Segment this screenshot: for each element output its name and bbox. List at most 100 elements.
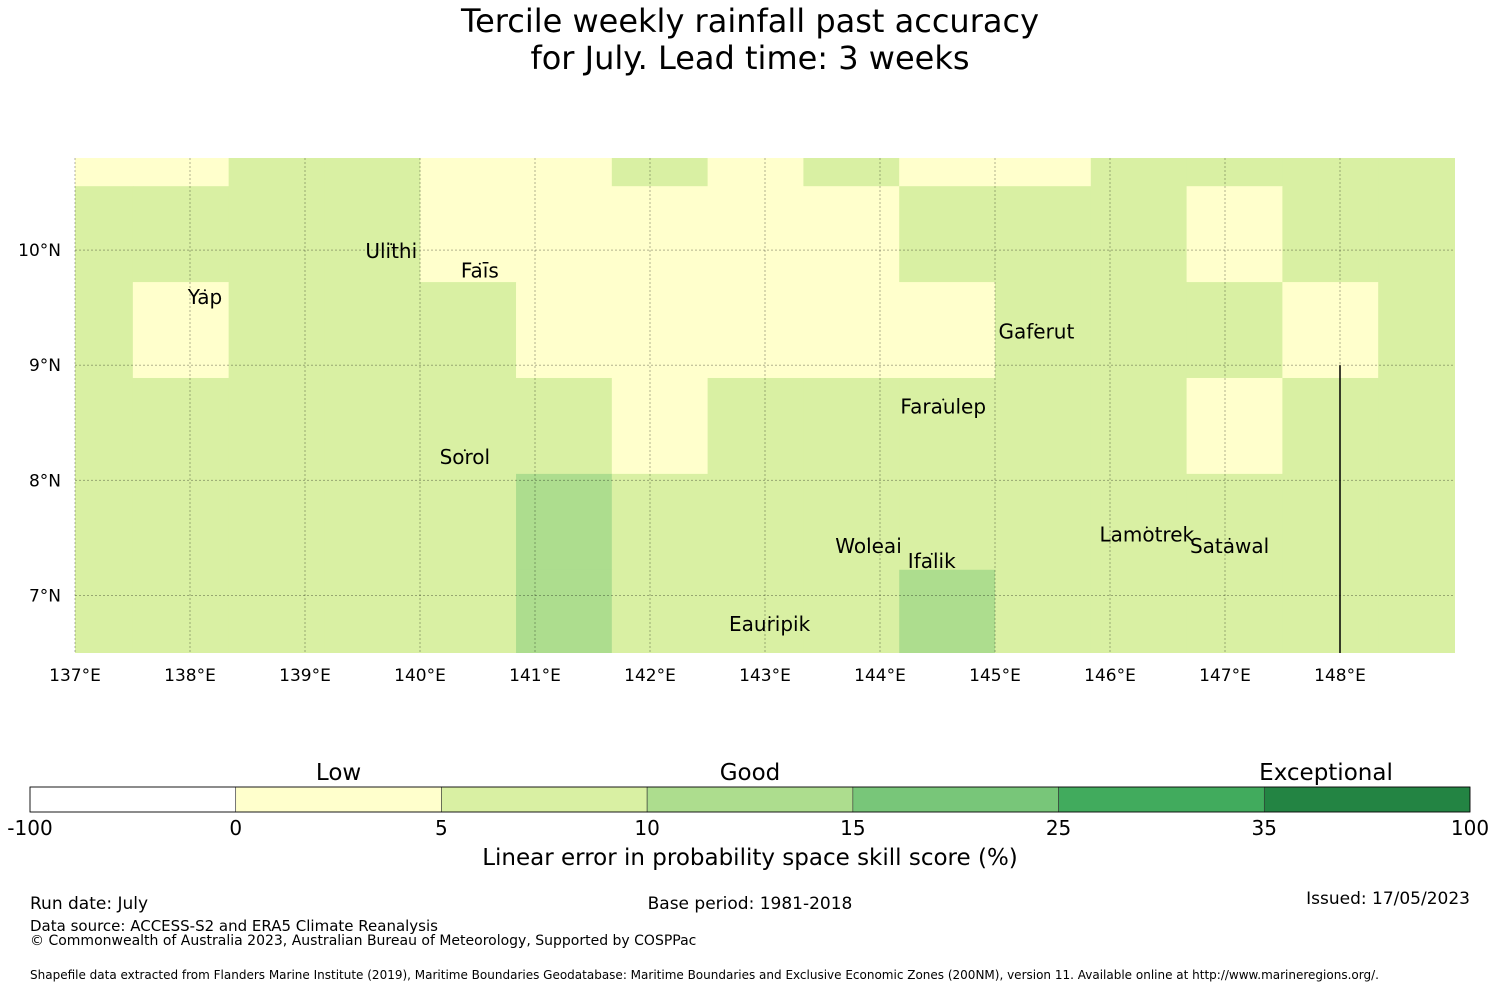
grid-cell xyxy=(324,377,421,475)
colorbar-swatch xyxy=(852,786,1059,813)
colorbar-tick-label: -100 xyxy=(7,816,53,840)
grid-cell xyxy=(1378,377,1455,475)
grid-cell xyxy=(75,569,134,653)
chart-title-line-1: Tercile weekly rainfall past accuracy xyxy=(460,2,1039,40)
island-marker xyxy=(942,398,945,401)
grid-cell xyxy=(1282,158,1379,187)
x-tick-label: 143°E xyxy=(739,666,791,686)
base-period: Base period: 1981-2018 xyxy=(647,894,853,914)
grid-cell xyxy=(899,377,996,475)
grid-cell xyxy=(611,377,709,475)
colorbar-category-label: Low xyxy=(315,760,362,786)
colorbar-category-label: Good xyxy=(719,760,781,786)
issued-date: Issued: 17/05/2023 xyxy=(1306,889,1470,909)
grid-cell xyxy=(995,186,1092,283)
colorbar-swatch xyxy=(1263,786,1471,813)
y-tick-label: 9°N xyxy=(29,356,61,376)
grid-cell xyxy=(899,282,996,379)
grid-cell xyxy=(1474,186,1500,282)
grid-cell xyxy=(132,377,230,475)
x-tick-label: 138°E xyxy=(164,666,216,686)
place-labels: Ulithi Faīs Yap Gaferut Faraulep Sorol WoleaiI… xyxy=(187,239,1269,636)
colorbar xyxy=(29,786,1471,813)
grid-cell xyxy=(324,186,421,283)
island-marker xyxy=(463,449,466,452)
place-label: Yap xyxy=(187,285,222,309)
colorbar-tick-label: 100 xyxy=(1450,816,1490,840)
grid-cell xyxy=(899,158,996,187)
grid-cell xyxy=(1282,186,1379,283)
grid-cell xyxy=(516,186,613,283)
grid-cell xyxy=(995,473,1092,571)
colorbar-tick-label: 15 xyxy=(840,816,866,840)
grid-cell xyxy=(995,569,1092,653)
chart-title-line-2: for July. Lead time: 3 weeks xyxy=(530,39,970,77)
copyright: © Commonwealth of Australia 2023, Austra… xyxy=(30,933,697,949)
x-tick-label: 145°E xyxy=(969,666,1021,686)
grid-cell xyxy=(707,377,804,475)
grid-cell xyxy=(1474,282,1500,378)
data-source: Data source: ACCESS-S2 and ERA5 Climate … xyxy=(30,917,438,935)
grid-cell xyxy=(1186,473,1283,571)
grid-cell xyxy=(1186,282,1283,379)
y-tick-label: 8°N xyxy=(29,471,61,491)
grid-cell xyxy=(611,158,709,187)
grid-cell xyxy=(420,158,517,187)
grid-cell xyxy=(1474,378,1500,474)
place-label: Ulithi xyxy=(365,239,417,263)
latitude-tick-labels: 10°N 9°N 8°N 7°N xyxy=(18,241,61,606)
place-label: Gaferut xyxy=(998,320,1074,344)
y-tick-label: 10°N xyxy=(18,241,61,261)
grid-cell xyxy=(1282,377,1379,475)
island-marker xyxy=(867,537,870,540)
grid-cell xyxy=(132,282,230,379)
place-label: Eauripik xyxy=(729,612,811,636)
colorbar-tick-label: 10 xyxy=(634,816,660,840)
grid-cell xyxy=(228,158,325,187)
colorbar-title: Linear error in probability space skill … xyxy=(482,845,1018,871)
grid-cell xyxy=(707,282,804,379)
colorbar-tick-label: 25 xyxy=(1045,816,1072,840)
colorbar-swatch xyxy=(1058,786,1265,813)
place-label: Ifalik xyxy=(908,549,956,573)
grid-cell xyxy=(1282,473,1379,571)
grid-cell xyxy=(420,569,517,653)
grid-cell xyxy=(75,377,134,475)
colorbar-swatch xyxy=(441,786,648,813)
island-marker xyxy=(203,289,206,292)
grid-cell xyxy=(132,158,230,187)
grid-cell xyxy=(324,158,421,187)
colorbar-swatch xyxy=(646,786,854,813)
island-marker xyxy=(1145,526,1148,529)
island-marker xyxy=(478,262,481,265)
x-tick-label: 142°E xyxy=(624,666,676,686)
grid-cell xyxy=(1474,570,1500,666)
grid-cell xyxy=(420,473,517,571)
grid-cell xyxy=(420,377,517,475)
grid-cell xyxy=(420,282,517,379)
grid-cell xyxy=(995,282,1092,379)
place-label: Faraulep xyxy=(900,395,986,419)
grid-cell xyxy=(707,158,804,187)
grid-cell xyxy=(228,377,325,475)
island-marker xyxy=(1228,537,1231,540)
grid-cell xyxy=(228,282,325,379)
grid-cell xyxy=(516,158,613,187)
grid-cell xyxy=(1378,666,1474,762)
grid-cell xyxy=(707,569,804,653)
place-label: Faīs xyxy=(461,259,499,283)
colorbar-tick-label: 5 xyxy=(435,816,448,840)
x-tick-label: 146°E xyxy=(1084,666,1136,686)
x-tick-label: 139°E xyxy=(279,666,331,686)
grid-cell xyxy=(132,569,230,653)
grid-cell xyxy=(1090,186,1188,283)
grid-cell xyxy=(803,377,900,475)
grid-cell xyxy=(75,158,134,187)
grid-cell xyxy=(132,473,230,571)
grid-cell xyxy=(803,473,900,571)
grid-cell xyxy=(1378,158,1455,187)
colorbar-tick-label: 0 xyxy=(229,816,243,840)
colorbar-tick-label: 35 xyxy=(1251,816,1278,840)
run-date: Run date: July xyxy=(30,894,149,914)
island-marker xyxy=(930,552,933,555)
